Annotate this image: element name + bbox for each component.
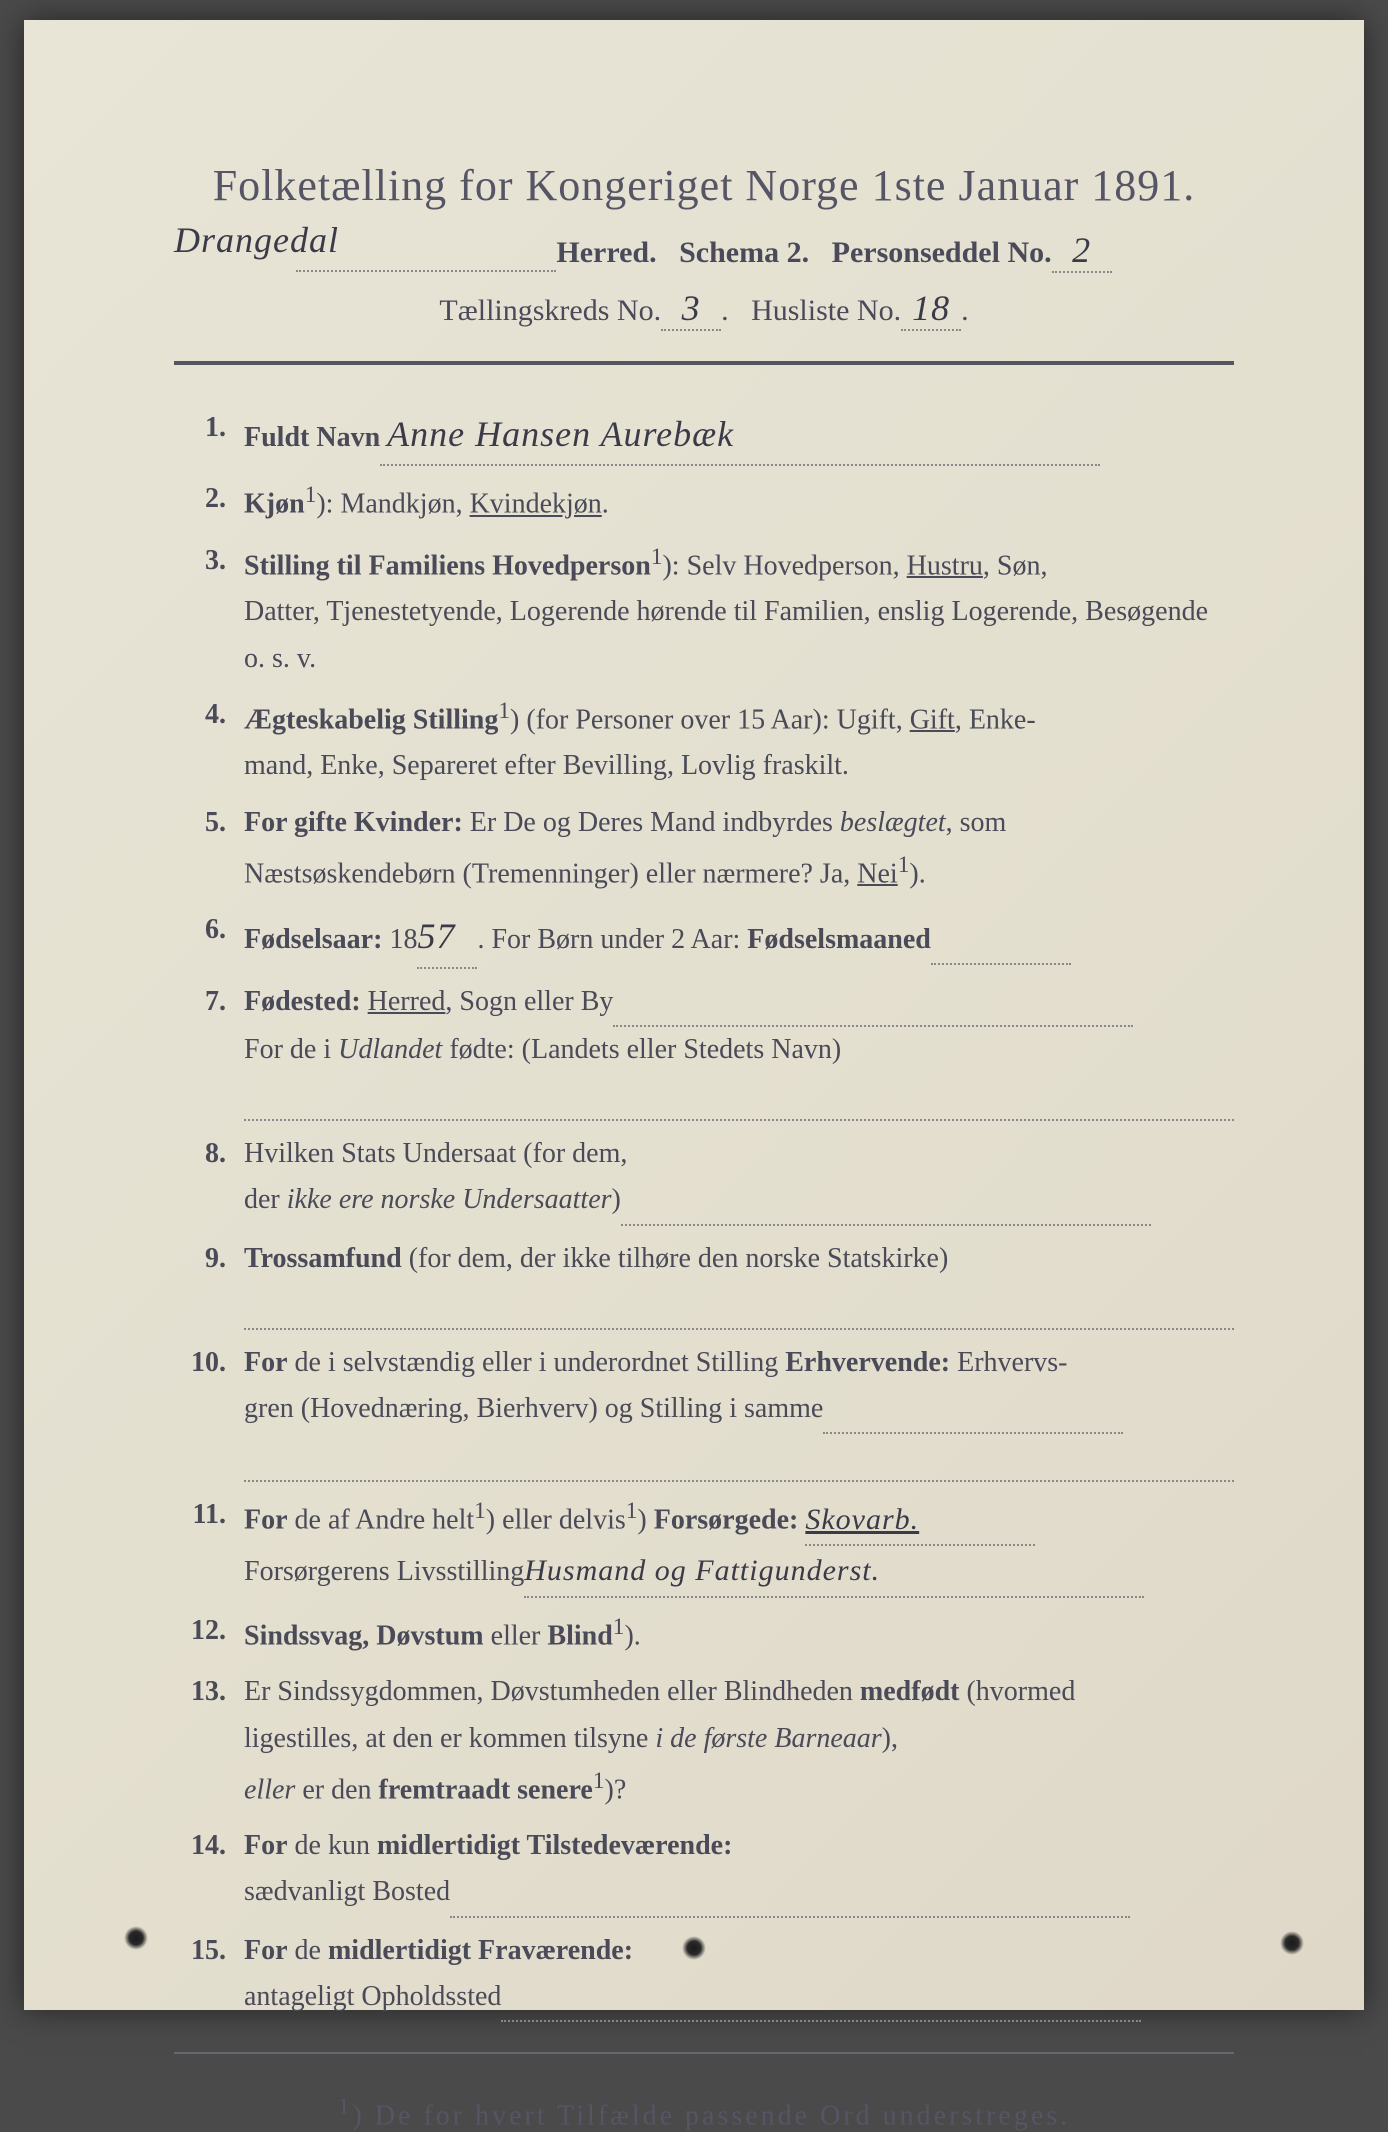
foreign-birthplace-field	[244, 1073, 1234, 1121]
item-1: 1. Fuldt Navn Anne Hansen Aurebæk	[174, 405, 1234, 466]
subtitle-row-1: Herred. Schema 2. Personseddel No.2	[174, 229, 1234, 273]
personseddel-no-field: 2	[1052, 229, 1112, 273]
religion-field	[244, 1282, 1234, 1330]
item-14: 14. For de kun midlertidigt Tilstedevære…	[174, 1823, 1234, 1917]
supported-field: Skovarb.	[805, 1495, 1035, 1547]
item-2: 2. Kjøn1): Mandkjøn, Kvindekjøn.	[174, 476, 1234, 528]
kreds-no-field: 3	[661, 287, 721, 331]
birthmonth-field	[931, 917, 1071, 965]
usual-residence-field	[450, 1869, 1130, 1917]
binding-hole-icon	[682, 1936, 706, 1960]
subtitle-row-2: Tællingskreds No.3. Husliste No.18.	[174, 287, 1234, 331]
item-7: 7. Fødested: Herred, Sogn eller By For d…	[174, 979, 1234, 1122]
divider-top	[174, 361, 1234, 365]
whereabouts-field	[501, 1974, 1141, 2022]
item-11: 11. For de af Andre helt1) eller delvis1…	[174, 1492, 1234, 1597]
item-5: 5. For gifte Kvinder: Er De og Deres Man…	[174, 800, 1234, 898]
husliste-no-field: 18	[901, 287, 961, 331]
page-title: Folketælling for Kongeriget Norge 1ste J…	[174, 160, 1234, 211]
divider-bottom	[174, 2052, 1234, 2054]
name-field: Anne Hansen Aurebæk	[380, 405, 1100, 466]
item-6: 6. Fødselsaar: 1857. For Børn under 2 Aa…	[174, 907, 1234, 968]
occupation-field-2	[244, 1434, 1234, 1482]
item-3: 3. Stilling til Familiens Hovedperson1):…	[174, 538, 1234, 682]
item-8: 8. Hvilken Stats Undersaat (for dem, der…	[174, 1131, 1234, 1225]
census-form-page: Folketælling for Kongeriget Norge 1ste J…	[24, 20, 1364, 2010]
occupation-field-1	[823, 1386, 1123, 1434]
footnote: 1) De for hvert Tilfælde passende Ord un…	[174, 2094, 1234, 2132]
item-4: 4. Ægteskabelig Stilling1) (for Personer…	[174, 692, 1234, 790]
item-13: 13. Er Sindssygdommen, Døvstumheden elle…	[174, 1669, 1234, 1813]
citizenship-field	[621, 1177, 1151, 1225]
binding-hole-icon	[1280, 1931, 1304, 1955]
birthyear-field: 57	[417, 907, 477, 968]
binding-hole-icon	[124, 1926, 148, 1950]
item-9: 9. Trossamfund (for dem, der ikke tilhør…	[174, 1236, 1234, 1330]
item-12: 12. Sindssvag, Døvstum eller Blind1).	[174, 1608, 1234, 1660]
birthplace-field	[613, 979, 1133, 1027]
item-10: 10. For de i selvstændig eller i underor…	[174, 1340, 1234, 1483]
provider-occupation-field: Husmand og Fattigunderst.	[524, 1546, 1144, 1598]
herred-field	[296, 236, 556, 272]
